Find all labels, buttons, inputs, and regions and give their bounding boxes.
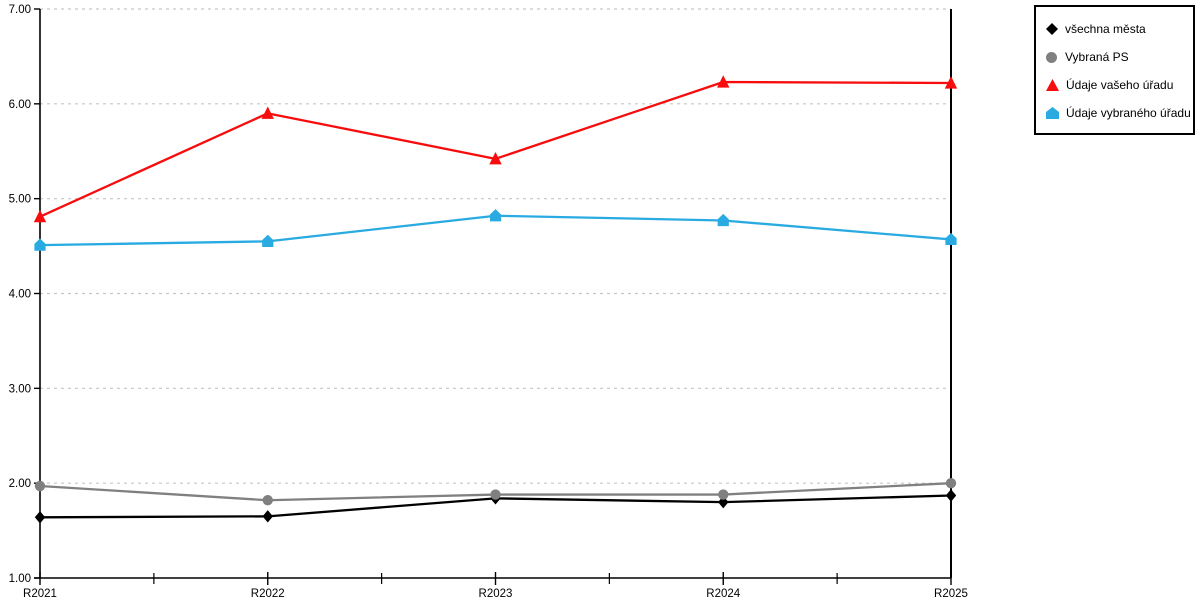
legend-label: Vybraná PS — [1065, 50, 1129, 64]
circle-marker-icon — [1046, 51, 1057, 63]
diamond-marker-icon — [34, 511, 46, 524]
legend-item-udaje-vaseho-uradu: Údaje vašeho úřadu — [1046, 71, 1183, 99]
x-tick-label: R2022 — [251, 588, 285, 600]
legend-label: všechna města — [1065, 22, 1146, 36]
triangle-marker-icon — [489, 152, 502, 165]
legend-label: Údaje vašeho úřadu — [1066, 78, 1174, 92]
y-tick-label: 6.00 — [9, 99, 31, 111]
circle-marker-icon — [945, 477, 957, 489]
triangle-marker-icon — [944, 76, 958, 89]
legend-item-udaje-vybraneho-uradu: Údaje vybraného úřadu — [1046, 99, 1191, 127]
x-tick-label: R2025 — [934, 588, 968, 600]
pentagon-marker-icon — [262, 234, 274, 247]
triangle-marker-icon — [33, 209, 47, 223]
y-tick-label: 1.00 — [9, 573, 31, 585]
x-tick-label: R2024 — [706, 588, 740, 600]
chart-legend: všechna města Vybraná PS Údaje vašeho úř… — [1034, 5, 1195, 135]
diamond-marker-icon — [1046, 23, 1058, 35]
y-tick-label: 3.00 — [9, 383, 31, 395]
circle-marker-icon — [34, 480, 46, 492]
series-line-2 — [39, 80, 952, 218]
y-tick-label: 4.00 — [9, 289, 31, 301]
triangle-marker-icon — [717, 75, 730, 88]
circle-marker-icon — [262, 495, 273, 506]
y-tick-label: 5.00 — [9, 194, 31, 206]
pentagon-marker-icon — [717, 213, 729, 227]
diamond-marker-icon — [262, 510, 273, 523]
legend-item-vsechna-mesta: všechna města — [1046, 15, 1183, 43]
y-tick-label: 2.00 — [9, 478, 31, 490]
legend-label: Údaje vybraného úřadu — [1066, 106, 1191, 120]
x-tick-label: R2023 — [479, 588, 513, 600]
pentagon-marker-icon — [945, 232, 957, 246]
triangle-marker-icon — [261, 106, 274, 119]
pentagon-marker-icon — [489, 209, 502, 222]
legend-item-vybrana-ps: Vybraná PS — [1046, 43, 1183, 71]
triangle-marker-icon — [1046, 79, 1059, 91]
x-tick-label: R2021 — [23, 588, 57, 600]
pentagon-marker-icon — [34, 238, 46, 251]
circle-marker-icon — [718, 489, 729, 500]
diamond-marker-icon — [945, 489, 957, 502]
pentagon-marker-icon — [1046, 107, 1059, 119]
circle-marker-icon — [490, 489, 501, 500]
y-tick-label: 7.00 — [9, 4, 31, 16]
